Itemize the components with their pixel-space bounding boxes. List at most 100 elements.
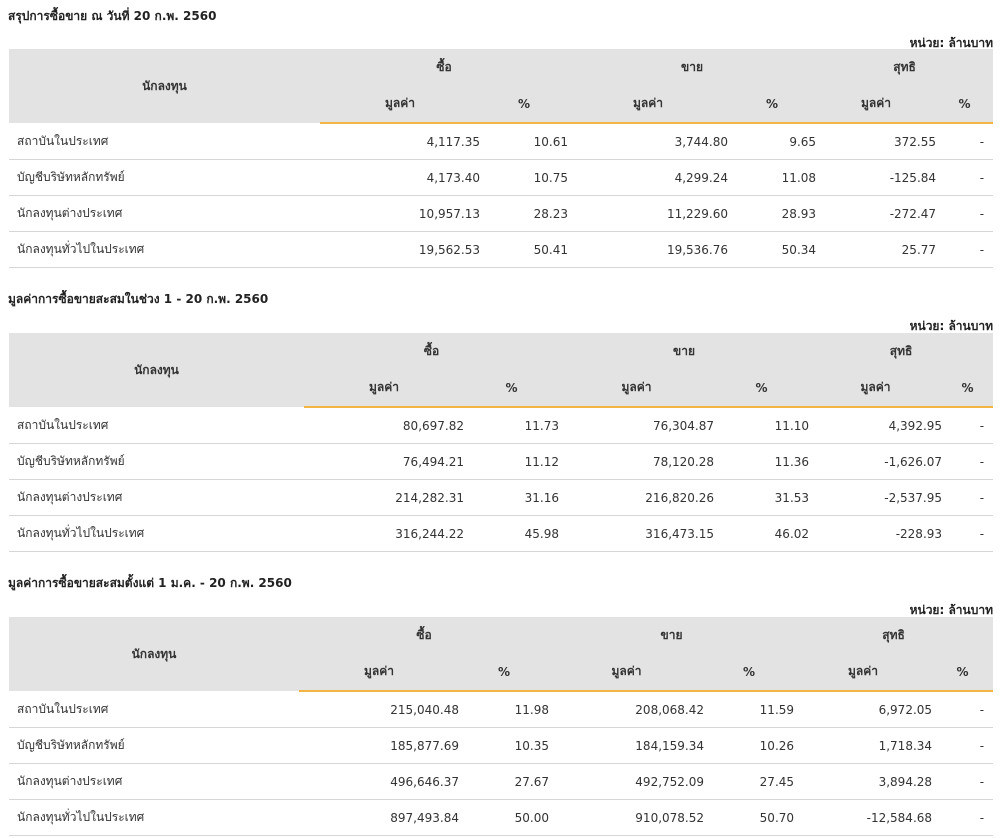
sell-value: 78,120.28 [559,443,715,480]
section-title: มูลค่าการซื้อขายสะสมในช่วง 1 - 20 ก.พ. 2… [8,292,269,306]
buy-pct: 10.75 [480,159,569,196]
buy-value: 214,282.31 [304,479,464,516]
header-investor: นักลงทุน [9,333,304,407]
sell-pct: 27.45 [704,763,795,800]
sell-pct: 11.59 [704,691,795,728]
table-row: บัญชีบริษัทหลักทรัพย์ 4,173.40 10.75 4,2… [9,159,994,196]
net-value: -125.84 [816,159,937,196]
header-net-pct: % [932,653,994,692]
sell-value: 11,229.60 [568,195,729,232]
header-net-pct: % [936,85,994,124]
investor-name: บัญชีบริษัทหลักทรัพย์ [9,443,304,480]
header-net: สุทธิ [794,617,994,653]
buy-value: 897,493.84 [299,799,459,836]
header-sell-pct: % [728,85,817,124]
net-value: -272.47 [816,195,937,232]
buy-pct: 50.00 [459,799,550,836]
sell-value: 3,744.80 [568,123,729,160]
buy-value: 4,117.35 [320,123,480,160]
header-buy-pct: % [464,369,560,408]
sell-pct: 50.70 [704,799,795,836]
summary-table: นักลงทุน ซื้อ ขาย สุทธิ มูลค่า % มูลค่า … [9,49,994,268]
investor-name: นักลงทุนทั่วไปในประเทศ [9,231,320,268]
sell-value: 492,752.09 [549,763,705,800]
sell-pct: 11.36 [714,443,810,480]
table-row: นักลงทุนทั่วไปในประเทศ 897,493.84 50.00 … [9,799,994,836]
header-buy-pct: % [459,653,550,692]
net-value: 1,718.34 [794,727,933,764]
table-row: สถาบันในประเทศ 4,117.35 10.61 3,744.80 9… [9,123,994,160]
buy-value: 4,173.40 [320,159,480,196]
sell-pct: 50.34 [728,231,817,268]
table-row: บัญชีบริษัทหลักทรัพย์ 185,877.69 10.35 1… [9,727,994,764]
table-row: นักลงทุนทั่วไปในประเทศ 19,562.53 50.41 1… [9,231,994,268]
net-pct: - [936,195,994,232]
buy-pct: 10.61 [480,123,569,160]
sell-value: 76,304.87 [559,407,715,444]
sell-value: 216,820.26 [559,479,715,516]
buy-pct: 11.12 [464,443,560,480]
buy-value: 316,244.22 [304,515,464,552]
sell-pct: 9.65 [728,123,817,160]
buy-pct: 27.67 [459,763,550,800]
sell-value: 184,159.34 [549,727,705,764]
sell-pct: 11.08 [728,159,817,196]
buy-pct: 28.23 [480,195,569,232]
section-title: มูลค่าการซื้อขายสะสมตั้งแต่ 1 ม.ค. - 20 … [8,576,292,590]
investor-name: บัญชีบริษัทหลักทรัพย์ [9,727,299,764]
net-value: 4,392.95 [809,407,943,444]
net-value: 6,972.05 [794,691,933,728]
header-sell: ขาย [559,333,810,369]
header-sell-pct: % [704,653,795,692]
header-net-value: มูลค่า [809,369,943,408]
header-sell-value: มูลค่า [559,369,715,408]
net-value: 25.77 [816,231,937,268]
investor-name: นักลงทุนต่างประเทศ [9,195,320,232]
table-row: นักลงทุนต่างประเทศ 10,957.13 28.23 11,22… [9,195,994,232]
net-pct: - [942,407,994,444]
buy-value: 185,877.69 [299,727,459,764]
sell-pct: 28.93 [728,195,817,232]
header-buy-pct: % [480,85,569,124]
investor-name: นักลงทุนทั่วไปในประเทศ [9,799,299,836]
unit-label: หน่วย: ล้านบาท [909,603,993,617]
net-value: -12,584.68 [794,799,933,836]
sell-pct: 10.26 [704,727,795,764]
net-value: -228.93 [809,515,943,552]
unit-label: หน่วย: ล้านบาท [909,36,993,50]
net-pct: - [942,479,994,516]
buy-value: 496,646.37 [299,763,459,800]
net-value: -1,626.07 [809,443,943,480]
sell-value: 208,068.42 [549,691,705,728]
buy-pct: 31.16 [464,479,560,516]
header-sell-value: มูลค่า [568,85,729,124]
buy-pct: 45.98 [464,515,560,552]
net-pct: - [942,515,994,552]
net-pct: - [942,443,994,480]
net-value: 372.55 [816,123,937,160]
buy-value: 10,957.13 [320,195,480,232]
header-net-value: มูลค่า [794,653,933,692]
net-pct: - [932,799,994,836]
net-pct: - [936,159,994,196]
table-row: บัญชีบริษัทหลักทรัพย์ 76,494.21 11.12 78… [9,443,994,480]
net-pct: - [932,763,994,800]
table-row: นักลงทุนต่างประเทศ 496,646.37 27.67 492,… [9,763,994,800]
investor-name: นักลงทุนต่างประเทศ [9,479,304,516]
unit-label: หน่วย: ล้านบาท [909,319,993,333]
table-row: สถาบันในประเทศ 215,040.48 11.98 208,068.… [9,691,994,728]
header-sell: ขาย [549,617,795,653]
sell-value: 4,299.24 [568,159,729,196]
sell-value: 910,078.52 [549,799,705,836]
header-sell-pct: % [714,369,810,408]
buy-pct: 11.73 [464,407,560,444]
table-row: นักลงทุนต่างประเทศ 214,282.31 31.16 216,… [9,479,994,516]
buy-pct: 10.35 [459,727,550,764]
header-net: สุทธิ [816,49,994,85]
net-pct: - [932,727,994,764]
header-buy-value: มูลค่า [304,369,464,408]
net-value: 3,894.28 [794,763,933,800]
header-net: สุทธิ [809,333,994,369]
buy-value: 80,697.82 [304,407,464,444]
summary-table: นักลงทุน ซื้อ ขาย สุทธิ มูลค่า % มูลค่า … [9,617,994,836]
